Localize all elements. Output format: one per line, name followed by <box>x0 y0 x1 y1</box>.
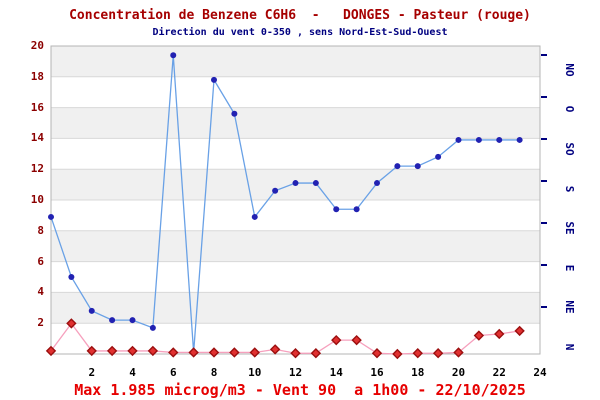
chart-title: Concentration de Benzene C6H6 - DONGES -… <box>69 8 531 23</box>
benzene-marker <box>168 347 179 358</box>
wind-direction-marker <box>312 180 319 187</box>
wind-direction-marker <box>414 163 421 170</box>
grid-band <box>51 138 540 170</box>
wind-direction-marker <box>48 213 54 220</box>
wind-direction-marker <box>475 136 482 143</box>
wind-direction-marker <box>353 206 360 213</box>
y-axis-tick-label: 2 <box>37 316 44 330</box>
x-axis-tick-label: 6 <box>169 366 177 379</box>
wind-direction-marker <box>272 187 279 194</box>
x-axis-tick-label: 12 <box>288 366 303 379</box>
benzene-marker <box>412 348 423 359</box>
benzene-marker <box>473 330 485 341</box>
wind-direction-marker <box>292 180 299 187</box>
wind-direction-label: NE <box>563 300 576 315</box>
wind-direction-label: SO <box>563 142 576 156</box>
benzene-marker <box>351 334 362 346</box>
wind-direction-marker <box>516 136 523 143</box>
wind-direction-marker <box>149 324 156 331</box>
x-axis-tick-label: 8 <box>210 366 218 379</box>
grid-band <box>51 46 540 77</box>
benzene-marker <box>45 345 57 357</box>
benzene-marker <box>432 348 444 359</box>
benzene-marker <box>188 347 199 358</box>
y-axis-tick-label: 8 <box>37 223 44 237</box>
grid-band <box>51 200 540 231</box>
wind-direction-marker <box>455 136 462 143</box>
y-axis-tick-label: 20 <box>30 39 44 52</box>
x-axis-tick-label: 22 <box>492 366 506 379</box>
wind-direction-marker <box>435 153 442 160</box>
benzene-marker <box>392 348 403 360</box>
benzene-marker <box>127 345 138 357</box>
x-axis-tick-label: 16 <box>370 366 384 379</box>
y-axis-tick-label: 4 <box>37 285 44 299</box>
benzene-marker <box>331 334 342 346</box>
chart-subtitle: Direction du vent 0-350 , sens Nord-Est-… <box>152 27 448 38</box>
benzene-marker <box>269 344 281 355</box>
y-axis-tick-label: 18 <box>30 69 44 83</box>
benzene-marker <box>147 345 159 357</box>
wind-direction-marker <box>333 206 340 213</box>
x-axis-tick-label: 18 <box>411 366 425 379</box>
wind-direction-marker <box>211 76 217 83</box>
footer-caption: Max 1.985 microg/m3 - Vent 90 a 1h00 - 2… <box>74 381 526 399</box>
y-axis-tick-label: 16 <box>30 100 44 114</box>
benzene-marker <box>494 328 505 340</box>
wind-direction-marker <box>251 213 258 220</box>
y-axis-tick-label: 12 <box>30 162 44 176</box>
wind-direction-marker <box>129 317 136 324</box>
grid-band <box>51 292 540 324</box>
y-axis-tick-label: 10 <box>30 193 44 206</box>
grid-band <box>51 230 540 262</box>
x-axis-tick-label: 10 <box>248 366 262 379</box>
wind-direction-marker <box>170 52 177 59</box>
benzene-marker <box>106 345 118 357</box>
benzene-marker <box>249 347 260 358</box>
benzene-marker <box>453 347 464 358</box>
benzene-marker <box>66 318 77 329</box>
benzene-marker <box>514 325 525 337</box>
wind-direction-marker <box>231 110 238 117</box>
wind-direction-label: NO <box>563 63 576 77</box>
wind-direction-label: O <box>563 106 576 113</box>
benzene-marker <box>310 348 322 359</box>
wind-direction-label: N <box>563 343 576 351</box>
benzene-marker <box>208 347 220 358</box>
y-axis-tick-label: 6 <box>37 254 44 268</box>
wind-direction-marker <box>88 307 95 314</box>
wind-direction-label: S <box>563 185 576 192</box>
x-axis-tick-label: 14 <box>329 366 343 379</box>
wind-direction-marker <box>374 180 380 187</box>
x-axis-tick-label: 24 <box>533 366 547 379</box>
y-axis-tick-label: 14 <box>30 131 44 145</box>
wind-direction-label: SE <box>563 221 576 235</box>
benzene-marker <box>290 348 301 359</box>
wind-direction-label: E <box>563 264 576 272</box>
grid-band <box>51 76 540 108</box>
benzene-marker <box>371 348 383 359</box>
grid-band <box>51 261 540 293</box>
x-axis-tick-label: 20 <box>451 366 466 379</box>
wind-direction-marker <box>394 163 401 170</box>
wind-direction-line <box>50 55 520 353</box>
x-axis-tick-label: 4 <box>129 366 136 379</box>
x-axis-tick-label: 2 <box>88 366 96 379</box>
grid-band <box>51 107 540 139</box>
wind-direction-marker <box>109 317 116 324</box>
benzene-marker <box>229 347 240 358</box>
wind-direction-marker <box>496 136 503 143</box>
wind-direction-marker <box>68 274 75 280</box>
benzene-marker <box>86 345 97 357</box>
